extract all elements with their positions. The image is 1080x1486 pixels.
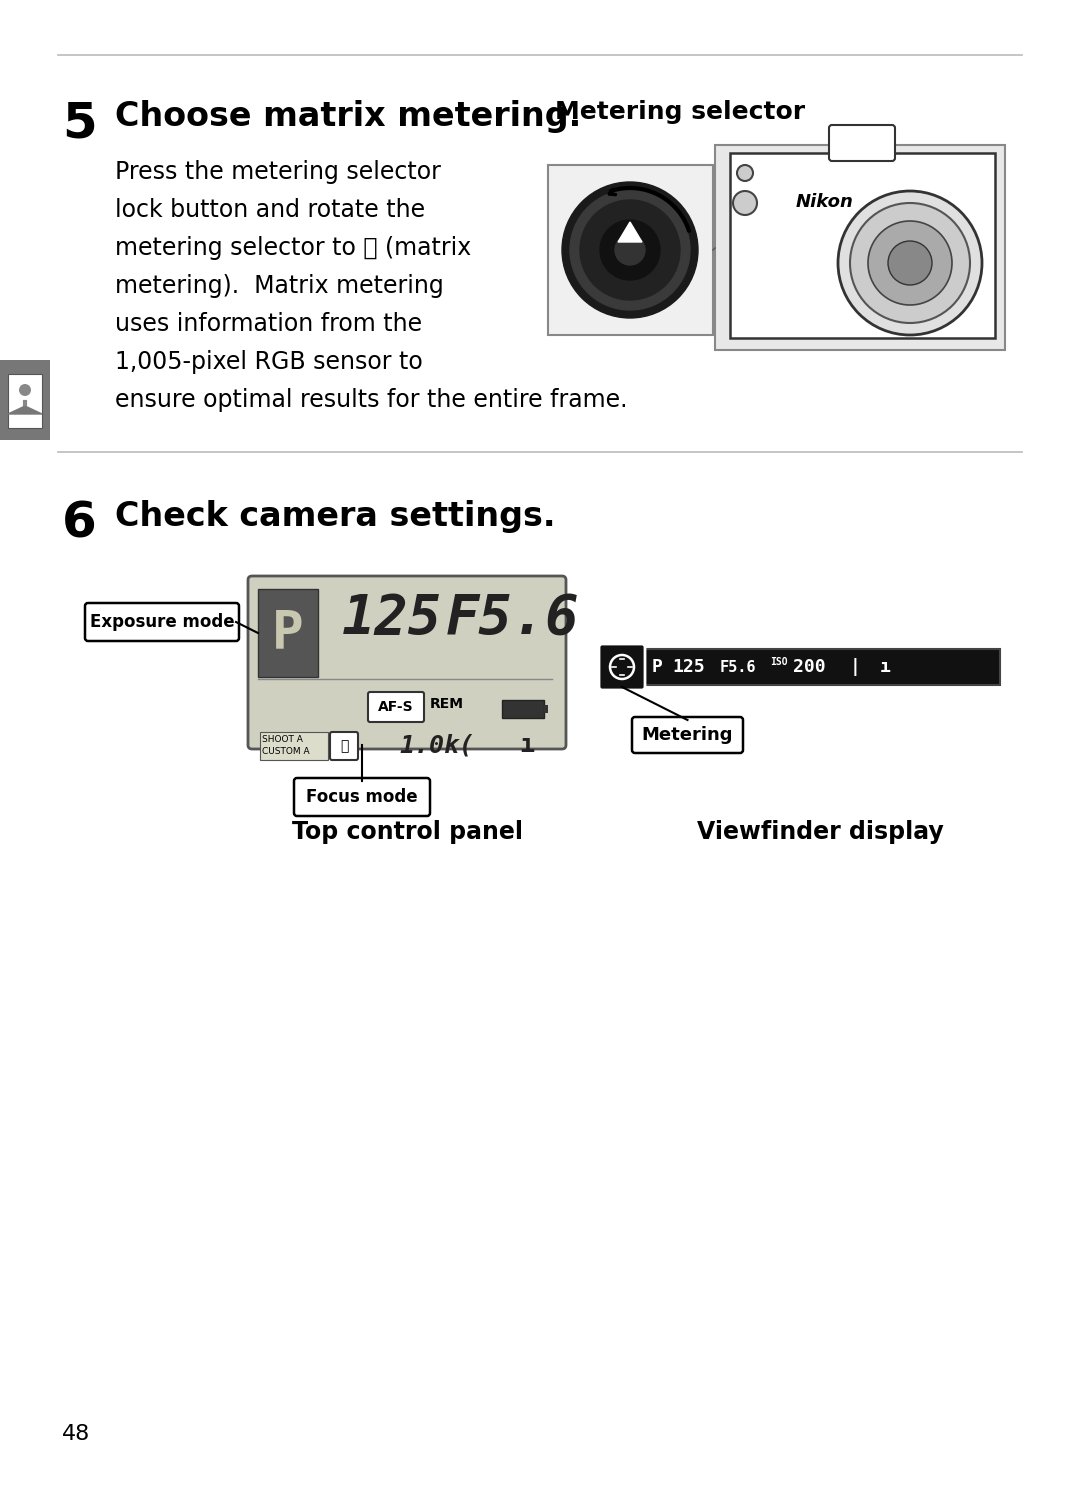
Circle shape (838, 192, 982, 334)
Text: lock button and rotate the: lock button and rotate the (114, 198, 426, 221)
Text: Check camera settings.: Check camera settings. (114, 499, 555, 533)
Text: F5.6: F5.6 (720, 660, 756, 675)
Text: 125: 125 (672, 658, 704, 676)
FancyBboxPatch shape (294, 779, 430, 816)
Text: REM: REM (430, 697, 464, 710)
Bar (715, 146, 1005, 351)
FancyBboxPatch shape (632, 718, 743, 753)
FancyBboxPatch shape (330, 733, 357, 759)
Circle shape (737, 165, 753, 181)
Text: Metering: Metering (642, 727, 733, 744)
FancyBboxPatch shape (599, 643, 645, 690)
Text: 5: 5 (62, 100, 97, 149)
Text: 6: 6 (62, 499, 97, 548)
Circle shape (615, 235, 645, 265)
Text: Exposure mode: Exposure mode (90, 614, 234, 632)
Text: |: | (850, 658, 861, 676)
Text: uses information from the: uses information from the (114, 312, 422, 336)
Bar (258, 588, 318, 678)
Text: Focus mode: Focus mode (307, 788, 418, 805)
Text: Nikon: Nikon (796, 193, 854, 211)
Bar (260, 733, 328, 759)
Text: 200: 200 (793, 658, 825, 676)
Circle shape (562, 181, 698, 318)
Text: 125: 125 (342, 591, 442, 645)
Text: ı: ı (880, 658, 891, 676)
Bar (8, 374, 42, 428)
FancyBboxPatch shape (829, 125, 895, 160)
Text: ensure optimal results for the entire frame.: ensure optimal results for the entire fr… (114, 388, 627, 412)
Bar (502, 700, 544, 718)
Bar (640, 649, 1000, 685)
Text: Metering selector: Metering selector (555, 100, 805, 123)
Text: ⓘ: ⓘ (340, 739, 348, 753)
Text: Choose matrix metering.: Choose matrix metering. (114, 100, 581, 134)
Circle shape (19, 383, 31, 395)
Text: 48: 48 (62, 1424, 91, 1444)
Circle shape (868, 221, 951, 305)
Text: ISO: ISO (770, 657, 787, 667)
Polygon shape (618, 221, 642, 242)
Circle shape (733, 192, 757, 215)
Circle shape (888, 241, 932, 285)
Text: AF-S: AF-S (378, 700, 414, 713)
Text: metering).  Matrix metering: metering). Matrix metering (114, 273, 444, 299)
Bar (544, 704, 548, 713)
Circle shape (850, 204, 970, 322)
Bar (548, 165, 713, 334)
Text: P: P (652, 658, 663, 676)
Text: metering selector to ⓡ (matrix: metering selector to ⓡ (matrix (114, 236, 471, 260)
Circle shape (570, 190, 690, 311)
Text: 1,005-pixel RGB sensor to: 1,005-pixel RGB sensor to (114, 351, 422, 374)
Text: SHOOT A: SHOOT A (262, 736, 302, 744)
Text: P: P (272, 606, 303, 658)
Text: Press the metering selector: Press the metering selector (114, 160, 441, 184)
Text: ı: ı (519, 733, 535, 756)
FancyBboxPatch shape (248, 577, 566, 749)
Polygon shape (8, 406, 42, 415)
Circle shape (600, 220, 660, 279)
Bar (730, 153, 995, 337)
Bar (0, 360, 50, 440)
FancyBboxPatch shape (368, 692, 424, 722)
Text: CUSTOM A: CUSTOM A (262, 747, 310, 756)
Text: Top control panel: Top control panel (292, 820, 523, 844)
Text: Viewfinder display: Viewfinder display (697, 820, 943, 844)
Circle shape (580, 201, 680, 300)
FancyBboxPatch shape (85, 603, 239, 640)
Text: 1.0k(: 1.0k( (400, 733, 474, 756)
Text: F5.6: F5.6 (445, 591, 579, 645)
